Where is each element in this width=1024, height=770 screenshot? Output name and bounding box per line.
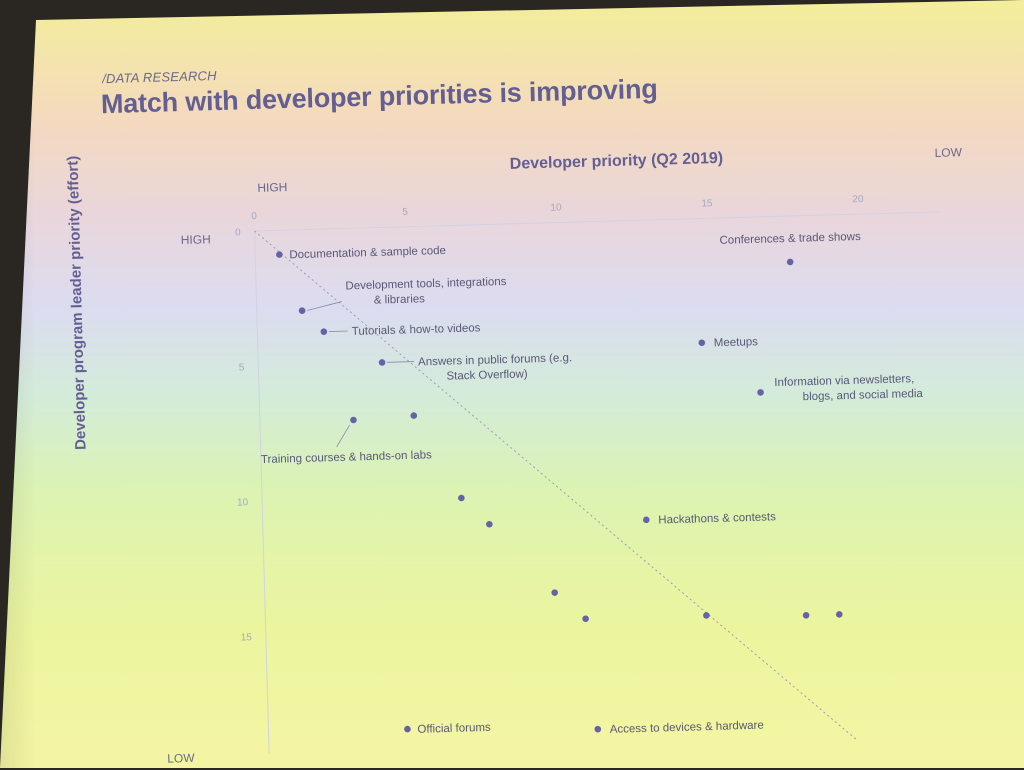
x-tick-label: 15 [701, 198, 713, 209]
data-point [378, 359, 386, 366]
data-point [698, 339, 706, 347]
data-point [486, 520, 493, 528]
x-tick-label: 5 [402, 207, 408, 218]
point-label-line: Stack Overflow) [446, 368, 528, 382]
y-tick-label: 15 [241, 632, 253, 643]
data-point [802, 612, 810, 619]
point-label: Meetups [714, 336, 759, 349]
point-label: Conferences & trade shows [719, 231, 861, 247]
y-tick-label: 10 [237, 497, 249, 508]
data-point [757, 389, 764, 396]
point-label-line: Answers in public forums (e.g. [418, 352, 572, 368]
x-tick-label: 0 [251, 211, 257, 222]
data-point [410, 412, 418, 419]
data-point [703, 612, 710, 619]
leader-line [306, 301, 342, 311]
point-label: Hackathons & contests [658, 511, 776, 526]
data-point [276, 251, 283, 258]
point-label: Access to devices & hardware [610, 720, 764, 736]
annotation-label: Training courses & hands-on labs [261, 449, 432, 466]
leader-line [328, 330, 348, 332]
point-label: Official forums [417, 722, 491, 736]
point-label-line: Development tools, integrations [345, 276, 507, 293]
data-point [594, 725, 602, 733]
leader-line [387, 361, 415, 363]
data-point [404, 725, 411, 733]
data-point [350, 416, 357, 424]
x-tick-label: 10 [550, 202, 562, 213]
point-label-line: blogs, and social media [803, 388, 924, 403]
diagonal-reference-line [254, 230, 859, 742]
point-label: Answers in public forums (e.g.Stack Over… [418, 352, 573, 383]
x-axis-line [254, 211, 939, 232]
data-point [582, 615, 589, 623]
point-label-line: Conferences & trade shows [719, 231, 861, 247]
point-label-line: Official forums [417, 722, 491, 736]
data-point [320, 328, 328, 335]
data-point [298, 307, 306, 314]
data-point [458, 494, 465, 502]
point-label: Development tools, integrations& librari… [345, 276, 507, 307]
point-label-line: Information via newsletters, [774, 373, 914, 389]
point-label: Tutorials & how-to videos [352, 322, 481, 338]
y-tick-label: 5 [239, 362, 245, 373]
point-label-line: Tutorials & how-to videos [352, 322, 481, 338]
point-label-line: & libraries [374, 293, 426, 306]
x-tick-label: 20 [852, 194, 864, 205]
point-label-line: Documentation & sample code [289, 245, 446, 261]
annotation-pointer [336, 424, 350, 448]
data-point [551, 589, 558, 596]
point-label-line: Access to devices & hardware [610, 720, 764, 736]
y-axis-line [254, 230, 270, 754]
point-label: Documentation & sample code [289, 245, 446, 261]
data-point [835, 611, 843, 618]
point-label: Information via newsletters,blogs, and s… [774, 373, 923, 404]
point-label-line: Hackathons & contests [658, 511, 776, 526]
data-point [643, 516, 650, 524]
point-label-line: Meetups [714, 336, 759, 349]
data-point [786, 258, 794, 266]
y-tick-label: 0 [235, 227, 241, 238]
